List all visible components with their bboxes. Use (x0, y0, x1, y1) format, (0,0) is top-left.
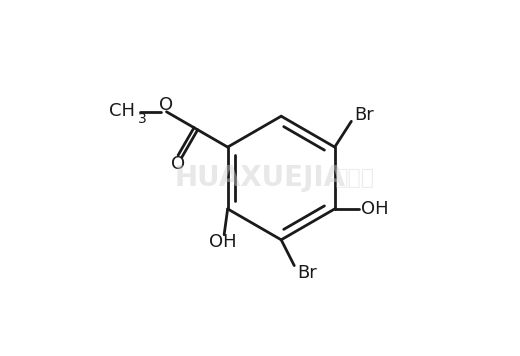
Text: Br: Br (297, 264, 317, 282)
Text: OH: OH (361, 200, 389, 218)
Text: O: O (171, 155, 185, 173)
Text: 化学加: 化学加 (335, 168, 375, 188)
Text: HUAXUEJIA: HUAXUEJIA (174, 164, 346, 192)
Text: OH: OH (209, 234, 236, 251)
Text: O: O (160, 96, 174, 114)
Text: CH: CH (109, 102, 135, 120)
Text: 3: 3 (137, 112, 146, 126)
Text: Br: Br (354, 106, 374, 124)
